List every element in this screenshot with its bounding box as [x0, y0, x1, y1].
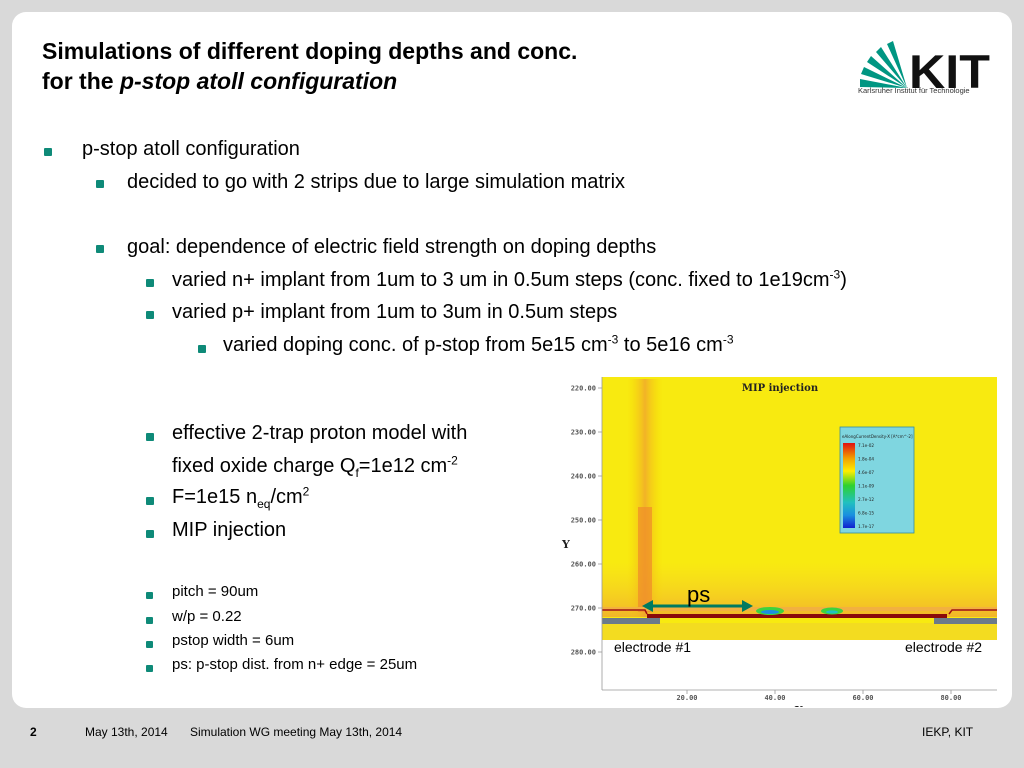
- electrode-1-outline: [602, 609, 648, 615]
- ps-label: ps: [687, 582, 710, 607]
- surface-layer: [602, 607, 997, 611]
- subscript: f: [355, 466, 359, 480]
- fluence-text: F=1e15 n: [172, 486, 258, 508]
- legend-value: 7.1e-02: [858, 443, 874, 448]
- footer-org: IEKP, KIT: [922, 725, 974, 739]
- x-tick-label: 40.00: [764, 694, 785, 702]
- x-axis-label: X: [795, 704, 804, 707]
- y-tick-label: 220.00: [571, 385, 596, 393]
- legend-value: 4.6e-07: [858, 470, 874, 475]
- ps-arrow-head-left: [642, 600, 653, 612]
- param-pstop-width: pstop width = 6um: [172, 632, 295, 649]
- kit-logo-text: KIT: [909, 45, 990, 98]
- param-wp: w/p = 0.22: [172, 608, 242, 625]
- y-tick-label: 250.00: [571, 517, 596, 525]
- bullet-pstop-conc-text-2: to 5e16 cm: [618, 334, 723, 356]
- title-line-2-prefix: for the: [42, 68, 120, 94]
- y-tick-label: 270.00: [571, 605, 596, 613]
- x-tick-label: 80.00: [940, 694, 961, 702]
- bullet-marker: [146, 279, 154, 287]
- y-tick-label: 260.00: [571, 561, 596, 569]
- bullet-trap-model: effective 2-trap proton model with: [172, 422, 468, 444]
- x-tick-label: 20.00: [676, 694, 697, 702]
- subscript: eq: [257, 497, 271, 511]
- legend-value: 1.1e-09: [858, 484, 874, 489]
- bullet-n-implant-close: ): [840, 269, 847, 291]
- oxide-charge-text: fixed oxide charge Q: [172, 455, 356, 477]
- metal-line: [647, 614, 947, 618]
- electrode-2-label: electrode #2: [905, 639, 982, 655]
- x-ticks: 20.00 40.00 60.00 80.00: [676, 690, 962, 702]
- legend-value: 1.8e-04: [858, 457, 874, 462]
- bullet-pstop-conc-text: varied doping conc. of p-stop from 5e15 …: [223, 334, 608, 356]
- pstop-blob-1-core: [761, 610, 779, 614]
- slide: Simulations of different doping depths a…: [12, 12, 1012, 708]
- bullet-two-strips: decided to go with 2 strips due to large…: [127, 171, 626, 193]
- kit-logo: KIT: [860, 41, 990, 98]
- superscript: -3: [829, 267, 841, 282]
- bullet-mip-injection: MIP injection: [172, 519, 287, 541]
- bullet-marker: [146, 641, 153, 648]
- legend-value: 2.7e-12: [858, 497, 874, 502]
- legend-colorbar: [843, 443, 855, 528]
- bullet-n-implant: varied n+ implant from 1um to 3 um in 0.…: [172, 267, 847, 292]
- title-line-1: Simulations of different doping depths a…: [42, 38, 578, 64]
- bullet-marker: [146, 497, 154, 505]
- title-line-2-italic: p-stop atoll configuration: [119, 68, 398, 94]
- electrode-1-shape: [602, 618, 660, 624]
- legend-title: eAlongCurrentDensity-X [A*cm^-2]: [842, 434, 913, 439]
- bullet-goal: goal: dependence of electric field stren…: [127, 236, 657, 258]
- y-tick-label: 230.00: [571, 429, 596, 437]
- bullet-marker: [146, 311, 154, 319]
- bullet-marker: [146, 530, 154, 538]
- ps-arrow-head-right: [742, 600, 753, 612]
- y-tick-label: 280.00: [571, 649, 596, 657]
- kit-logo-tagline: Karlsruher Institut für Technologie: [858, 86, 970, 95]
- field-map-plume-core: [638, 507, 652, 612]
- footer: 2 May 13th, 2014 Simulation WG meeting M…: [0, 708, 1024, 768]
- legend-values: 7.1e-02 1.8e-04 4.6e-07 1.1e-09 2.7e-12 6.8e-…: [858, 443, 874, 529]
- footer-event: Simulation WG meeting May 13th, 2014: [190, 725, 403, 739]
- bullet-marker: [96, 180, 104, 188]
- bullet-marker: [146, 665, 153, 672]
- oxide-charge-value: =1e12 cm: [358, 455, 448, 477]
- kit-logo-fan-icon: [860, 41, 907, 88]
- bullet-n-implant-text: varied n+ implant from 1um to 3 um in 0.…: [172, 269, 830, 291]
- plot-title: MIP injection: [742, 383, 819, 394]
- electrode-1-label: electrode #1: [614, 639, 691, 655]
- superscript: 2: [302, 484, 310, 499]
- bullet-marker: [198, 345, 206, 353]
- pstop-blob-2-core: [826, 610, 838, 614]
- electrode-2-outline: [948, 609, 997, 615]
- y-axis-label: Y: [561, 538, 570, 551]
- x-tick-label: 60.00: [852, 694, 873, 702]
- footer-date: May 13th, 2014: [85, 725, 168, 739]
- page-number: 2: [30, 725, 37, 739]
- bullet-marker: [146, 433, 154, 441]
- field-map-lower-region: [602, 623, 997, 640]
- bullet-trap-model-line2: fixed oxide charge Qf=1e12 cm-2: [172, 453, 458, 480]
- slide-title: Simulations of different doping depths a…: [42, 36, 577, 96]
- legend-value: 1.7e-17: [858, 524, 874, 529]
- bullet-p-implant: varied p+ implant from 1um to 3um in 0.5…: [172, 301, 618, 323]
- electrode-2-shape: [934, 618, 997, 624]
- param-pitch: pitch = 90um: [172, 583, 259, 600]
- bullet-marker: [96, 245, 104, 253]
- bullet-marker: [44, 148, 52, 156]
- bullet-fluence: F=1e15 neq/cm2: [172, 484, 310, 511]
- superscript: -2: [447, 453, 458, 468]
- superscript: -3: [722, 332, 734, 347]
- simulation-figure: MIP injection eAlongCurrentDensity-X [A*…: [561, 377, 997, 707]
- y-tick-label: 240.00: [571, 473, 596, 481]
- superscript: -3: [607, 332, 619, 347]
- bullet-pstop-config: p-stop atoll configuration: [82, 138, 300, 160]
- bullet-marker: [146, 592, 153, 599]
- bullet-marker: [146, 617, 153, 624]
- fluence-unit: /cm: [270, 486, 303, 508]
- legend-value: 6.8e-15: [858, 511, 874, 516]
- bullet-pstop-conc: varied doping conc. of p-stop from 5e15 …: [223, 332, 734, 357]
- y-ticks: 220.00 230.00 240.00 250.00 260.00 270.00 280.…: [571, 385, 602, 657]
- param-ps-distance: ps: p-stop dist. from n+ edge = 25um: [172, 656, 418, 673]
